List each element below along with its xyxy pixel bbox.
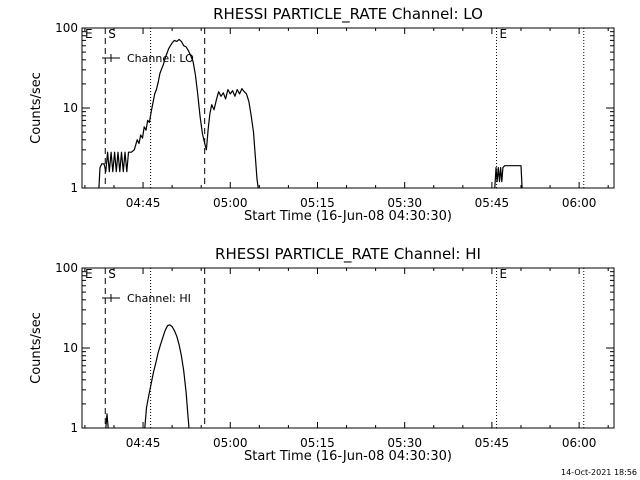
legend-label: Channel: HI bbox=[127, 292, 191, 305]
marker-label: E bbox=[85, 267, 93, 281]
x-tick-label: 05:30 bbox=[387, 196, 422, 210]
y-tick-label: 1 bbox=[70, 421, 78, 435]
y-axis-label: Counts/sec bbox=[29, 312, 44, 384]
x-tick-label: 04:45 bbox=[126, 436, 161, 450]
series-line bbox=[105, 413, 109, 429]
marker-label: S bbox=[108, 27, 116, 41]
x-tick-label: 05:15 bbox=[300, 196, 335, 210]
x-axis-label: Start Time (16-Jun-08 04:30:30) bbox=[244, 209, 452, 224]
x-tick-label: 05:30 bbox=[387, 436, 422, 450]
panel-channel-lo: RHESSI PARTICLE_RATE Channel: LO 04:45 05:… bbox=[29, 5, 615, 224]
chart-title: RHESSI PARTICLE_RATE Channel: HI bbox=[215, 245, 481, 264]
series-line bbox=[98, 38, 259, 189]
footer-timestamp: 14-Oct-2021 18:56 bbox=[561, 468, 637, 477]
marker-label: E bbox=[85, 27, 93, 41]
x-tick-label: 05:45 bbox=[475, 436, 510, 450]
x-tick-label: 05:15 bbox=[300, 436, 335, 450]
x-axis-label: Start Time (16-Jun-08 04:30:30) bbox=[244, 449, 452, 464]
x-tick-label: 05:00 bbox=[213, 436, 248, 450]
chart-title: RHESSI PARTICLE_RATE Channel: LO bbox=[213, 5, 483, 24]
series-line bbox=[494, 165, 523, 189]
y-tick-label: 100 bbox=[55, 21, 78, 35]
x-tick-label: 06:00 bbox=[562, 436, 597, 450]
panel-channel-hi: RHESSI PARTICLE_RATE Channel: HI 04:45 05:… bbox=[29, 245, 615, 464]
y-axis-label: Counts/sec bbox=[29, 72, 44, 144]
marker-label: S bbox=[108, 267, 116, 281]
y-tick-label: 10 bbox=[63, 101, 78, 115]
y-tick-label: 1 bbox=[70, 181, 78, 195]
x-tick-label: 05:00 bbox=[213, 196, 248, 210]
marker-label: E bbox=[500, 267, 508, 281]
legend-label: Channel: LO bbox=[127, 52, 194, 65]
marker-label: E bbox=[500, 27, 508, 41]
series-line bbox=[144, 324, 190, 429]
x-tick-label: 04:45 bbox=[126, 196, 161, 210]
x-tick-label: 05:45 bbox=[475, 196, 510, 210]
y-tick-label: 10 bbox=[63, 341, 78, 355]
x-tick-label: 06:00 bbox=[562, 196, 597, 210]
y-tick-label: 100 bbox=[55, 261, 78, 275]
